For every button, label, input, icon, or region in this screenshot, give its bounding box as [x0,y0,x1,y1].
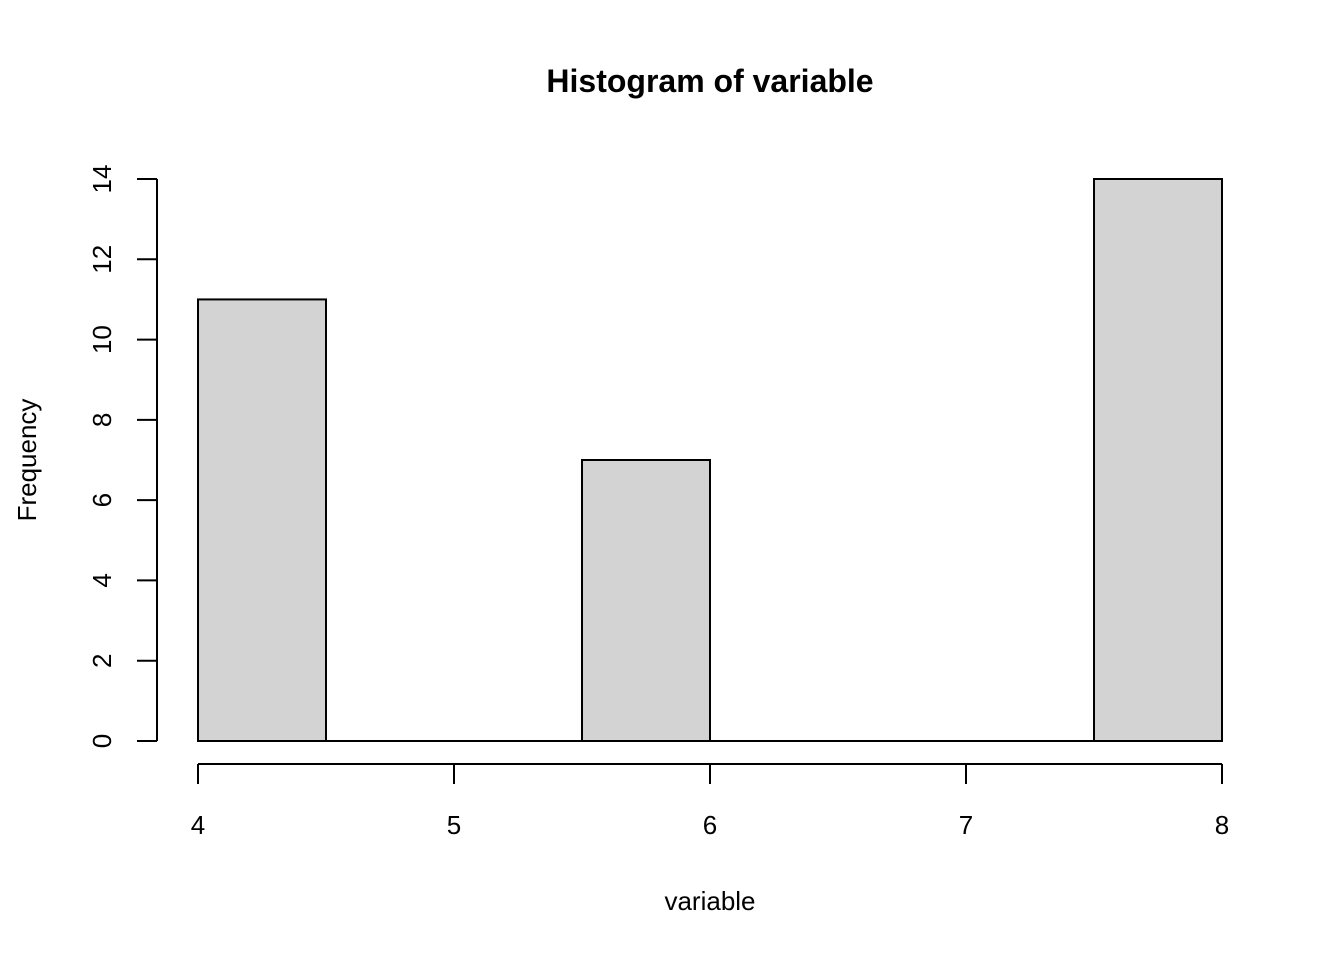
y-tick-label: 10 [87,325,117,354]
x-tick-label: 5 [447,810,461,840]
chart-title: Histogram of variable [546,63,873,99]
x-tick-label: 6 [703,810,717,840]
y-tick-label: 12 [87,245,117,274]
x-tick-label: 8 [1215,810,1229,840]
x-axis-label: variable [664,886,755,916]
y-axis: 0 2 4 6 8 10 12 14 [87,165,158,748]
x-axis: 4 5 6 7 8 [191,763,1229,840]
y-tick-label: 8 [87,413,117,427]
y-tick-label: 14 [87,165,117,194]
y-tick-label: 2 [87,653,117,667]
histogram-bar [1093,178,1223,742]
y-tick-label: 6 [87,493,117,507]
x-tick-label: 4 [191,810,205,840]
histogram-bar [581,459,711,742]
y-axis-label: Frequency [12,399,42,522]
y-tick-label: 4 [87,573,117,587]
bars-group [197,178,1223,742]
histogram-bar [197,298,327,742]
x-tick-label: 7 [959,810,973,840]
y-tick-label: 0 [87,734,117,748]
